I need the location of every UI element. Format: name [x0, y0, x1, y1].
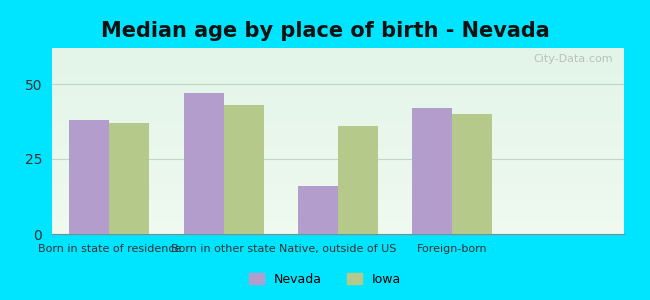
- Bar: [298, 186, 338, 234]
- Bar: [183, 93, 224, 234]
- Bar: [109, 123, 150, 234]
- Legend: Nevada, Iowa: Nevada, Iowa: [244, 268, 406, 291]
- Text: Median age by place of birth - Nevada: Median age by place of birth - Nevada: [101, 21, 549, 41]
- Text: City-Data.com: City-Data.com: [533, 54, 612, 64]
- Bar: [452, 114, 493, 234]
- Bar: [338, 126, 378, 234]
- Bar: [412, 108, 452, 234]
- Bar: [224, 105, 264, 234]
- Bar: [69, 120, 109, 234]
